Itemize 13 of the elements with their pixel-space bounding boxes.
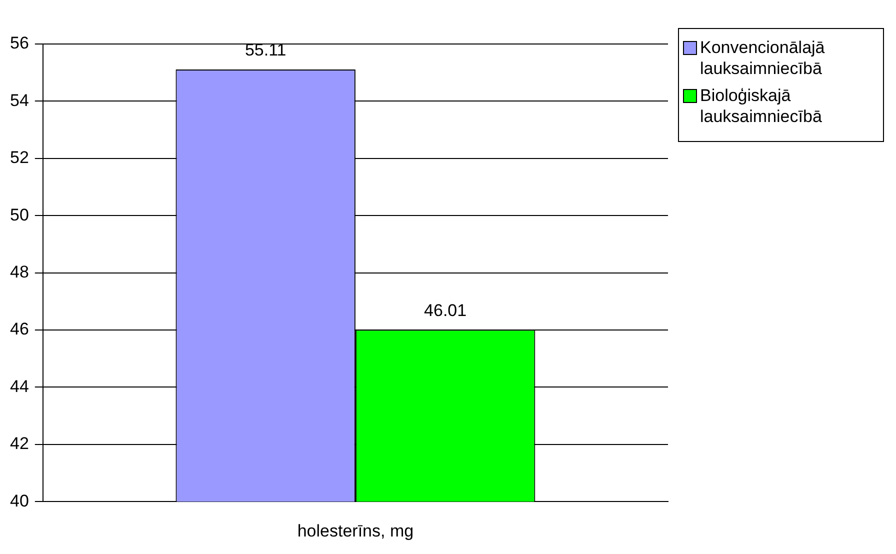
x-tick-label: holesterīns, mg	[297, 521, 414, 540]
y-tick-label: 52	[10, 148, 29, 168]
y-tick-label: 48	[10, 262, 29, 282]
y-tick-label: 54	[10, 90, 29, 110]
legend-label: Konvencionālajā lauksaimniecībā	[700, 37, 826, 79]
data-label: 46.01	[424, 300, 467, 320]
y-tick-label: 46	[10, 320, 29, 339]
y-tick-label: 50	[10, 205, 29, 224]
y-tick-label: 44	[10, 376, 29, 396]
y-tick-label: 56	[10, 34, 29, 53]
y-tick-label: 42	[10, 434, 29, 454]
y-tick-label: 40	[10, 491, 29, 510]
legend-label: Bioloģiskajā lauksaimniecībā	[700, 85, 823, 127]
